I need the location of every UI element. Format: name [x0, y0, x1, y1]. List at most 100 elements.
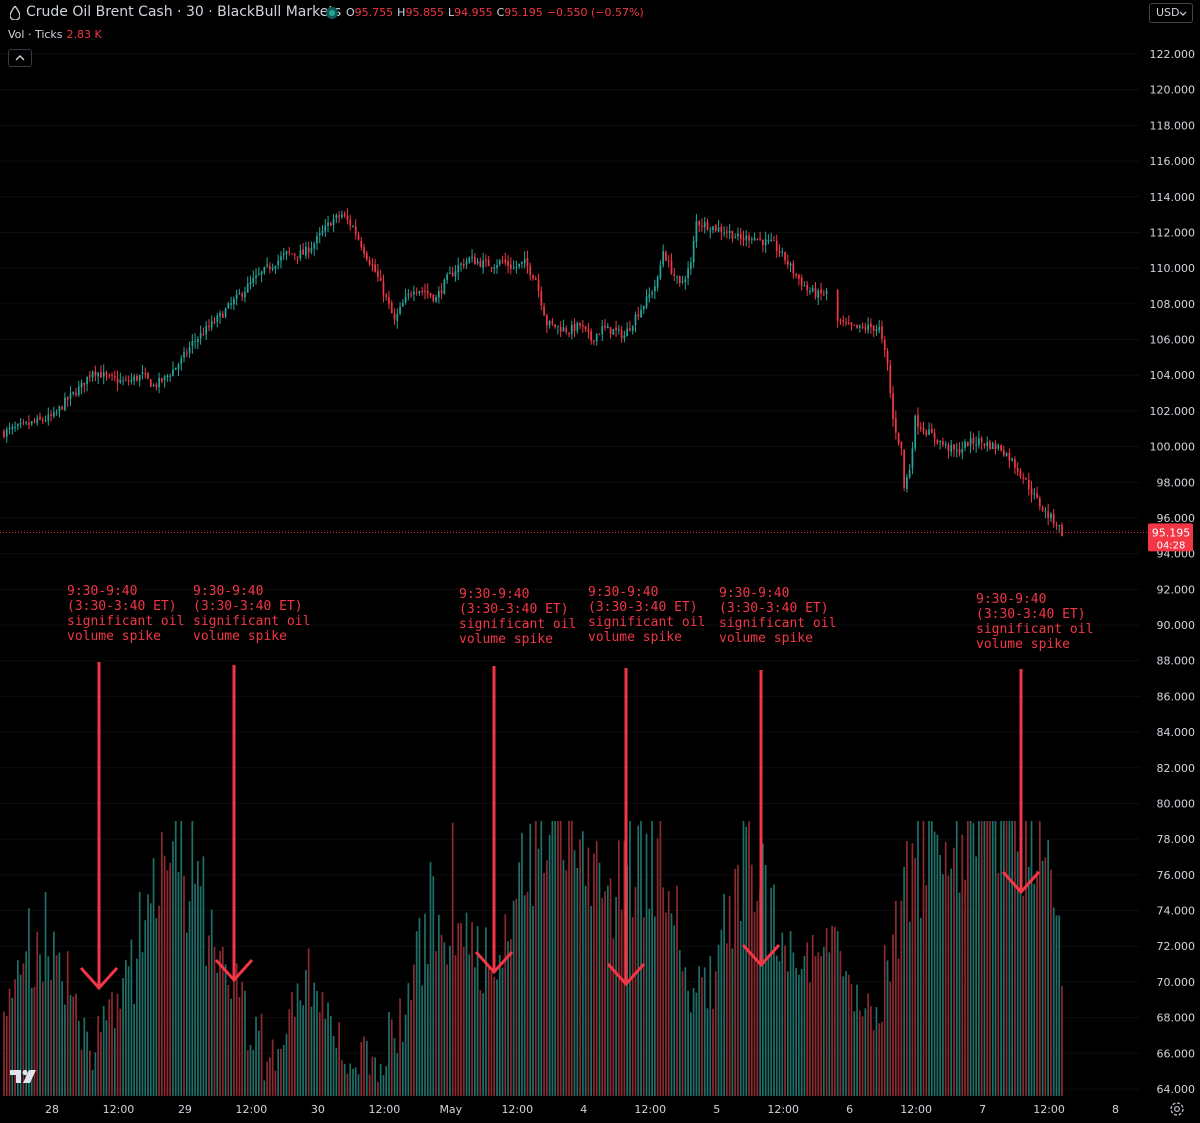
candle-body	[593, 340, 595, 342]
candle-body	[803, 285, 806, 287]
candle-body	[47, 414, 50, 421]
volume-bar	[130, 939, 133, 1096]
candle-body	[329, 223, 332, 226]
volume-bar	[667, 891, 670, 1096]
time-axis[interactable]: 28 12:00 29 12:00 30 12:00 May 12:00 4 12:00 5 12:0…	[45, 1103, 1119, 1116]
candle-body	[216, 315, 219, 322]
candle-body	[748, 235, 750, 241]
candle-body	[285, 251, 288, 255]
volume-bar	[136, 958, 138, 1096]
candle-body	[1050, 513, 1052, 519]
settings-gear-icon[interactable]	[1168, 1100, 1186, 1118]
volume-bar	[471, 922, 473, 1096]
price-axis[interactable]: 122.000 120.000 118.000 116.000 114.000 112.0…	[1150, 48, 1196, 1096]
volume-bar	[562, 859, 565, 1096]
volume-bar	[559, 821, 562, 1096]
time-tick-label: 12:00	[634, 1103, 666, 1116]
volume-bar	[548, 834, 551, 1096]
volume-legend[interactable]: Vol · Ticks 2.83 K	[8, 28, 102, 41]
volume-bar	[69, 994, 72, 1096]
volume-bar	[260, 1013, 263, 1096]
volume-bar	[958, 892, 961, 1096]
candle-body	[750, 239, 753, 241]
chart-header: Crude Oil Brent Cash · 30 · BlackBull Ma…	[0, 0, 1140, 28]
candle-body	[1008, 452, 1011, 461]
volume-bar	[133, 1003, 136, 1096]
volume-bar	[199, 886, 202, 1096]
volume-bar	[634, 887, 637, 1096]
candle-body	[842, 320, 845, 322]
volume-bar	[543, 873, 545, 1096]
candle-body	[219, 312, 221, 317]
volume-bar	[102, 1006, 105, 1096]
volume-bar	[906, 840, 908, 1096]
symbol-title[interactable]: Crude Oil Brent Cash · 30 · BlackBull Ma…	[26, 4, 342, 20]
volume-bar	[1052, 907, 1055, 1096]
last-price-value: 95.195	[1152, 526, 1191, 539]
candle-body	[900, 441, 903, 449]
candle-body	[681, 281, 684, 283]
candle-body	[654, 286, 656, 292]
volume-bar	[972, 823, 975, 1096]
candle-body	[764, 239, 767, 246]
candle-body	[858, 325, 861, 328]
candle-body	[404, 296, 407, 303]
candle-body	[590, 331, 593, 341]
tradingview-logo[interactable]	[8, 1066, 38, 1086]
candle-body	[512, 267, 515, 269]
annotation-arrow-head	[741, 943, 781, 968]
volume-bar	[313, 982, 316, 1096]
candle-body	[374, 264, 376, 272]
candle-body	[476, 261, 479, 264]
volume-bar	[407, 983, 410, 1096]
candle-body	[487, 259, 490, 267]
volume-bar	[451, 822, 454, 1096]
currency-selector[interactable]: USD	[1149, 3, 1193, 23]
candle-body	[950, 444, 953, 452]
candle-body	[199, 333, 202, 339]
volume-bar	[324, 1018, 327, 1096]
price-tick-label: 114.000	[1150, 191, 1196, 204]
volume-bar	[210, 909, 213, 1096]
candle-body	[202, 333, 205, 335]
volume-bar	[919, 917, 922, 1096]
candle-body	[753, 237, 756, 241]
time-tick-label: 12:00	[369, 1103, 401, 1116]
volume-bar	[1008, 821, 1011, 1096]
candle-body	[44, 420, 47, 422]
volume-bar	[515, 898, 518, 1096]
volume-bar	[665, 912, 667, 1096]
volume-bar	[221, 946, 224, 1096]
volume-bar	[1005, 821, 1008, 1096]
candle-body	[429, 293, 432, 296]
volume-bar	[706, 1008, 709, 1096]
annotation-note: 9:30-9:40 (3:30-3:40 ET) significant oil…	[459, 587, 577, 647]
time-tick-label: 6	[846, 1103, 853, 1116]
candle-body	[30, 421, 33, 424]
candle-body	[872, 325, 875, 331]
volume-bar	[413, 964, 415, 1096]
candle-body	[111, 375, 113, 377]
volume-bar	[845, 971, 847, 1096]
volume-bar	[798, 974, 800, 1096]
volume-bar	[532, 905, 534, 1096]
volume-bar	[379, 1064, 382, 1096]
volume-bar	[501, 967, 504, 1096]
volume-bar	[933, 831, 936, 1096]
collapse-legend-button[interactable]	[8, 49, 32, 67]
candle-body	[399, 306, 401, 314]
time-tick-label: 8	[1112, 1103, 1119, 1116]
candle-body	[1030, 488, 1033, 495]
time-tick-label: 30	[311, 1103, 325, 1116]
time-tick-label: May	[439, 1103, 462, 1116]
candle-body	[554, 324, 557, 328]
volume-bar	[750, 864, 753, 1096]
ohlc-key: O	[346, 6, 355, 19]
time-tick-label: 12:00	[767, 1103, 799, 1116]
candle-body	[712, 226, 714, 231]
candle-body	[789, 263, 792, 266]
candle-body	[620, 329, 623, 339]
volume-bar	[731, 948, 734, 1096]
candle-body	[579, 323, 581, 326]
